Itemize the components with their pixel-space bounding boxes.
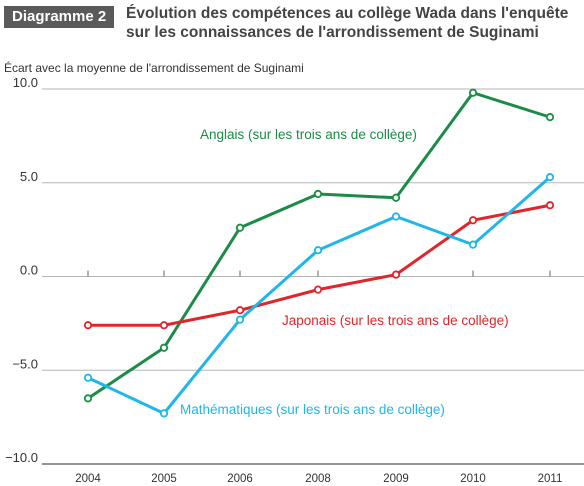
y-tick-label: 0.0 [20,263,38,278]
data-point [545,173,555,182]
series-label: Japonais (sur les trois ans de collège) [282,313,509,328]
data-point [313,189,323,199]
x-tick-label: 2006 [227,473,253,485]
data-point [313,285,323,294]
data-point [313,246,323,255]
data-point [83,373,93,382]
x-tick-label: 2010 [460,473,486,485]
data-point [391,193,401,202]
data-point [391,212,401,221]
data-point [235,306,245,315]
series-line [87,175,551,415]
data-point [83,394,93,403]
data-point [159,343,169,352]
y-tick-label: −10.0 [5,450,38,465]
series-labels: Anglais (sur les trois ans de collège) Ja… [180,127,509,417]
y-tick-label: 5.0 [20,169,38,184]
grid-lines [42,88,584,465]
x-tick-label: 2004 [75,473,101,485]
data-point [468,216,478,225]
data-point [235,315,245,324]
data-point [545,113,555,122]
axes: 10.0 5.0 0.0 −5.0 −10.0 2004 2005 2006 2008 2009 2… [5,75,562,485]
x-tick-label: 2008 [305,473,331,485]
data-point [545,201,555,210]
y-tick-label: 10.0 [13,75,38,90]
data-point [391,270,401,279]
x-tick-label: 2009 [383,473,409,485]
data-point [468,240,478,249]
series-line [88,203,551,327]
series-label: Anglais (sur les trois ans de collège) [200,127,417,142]
data-point [235,223,245,232]
x-tick-label: 2011 [538,473,563,485]
series-label: Mathématiques (sur les trois ans de coll… [180,402,445,417]
data-point [83,321,93,330]
data-point [159,409,169,418]
data-point [159,321,169,330]
figure-title: Évolution des compétences au collège Wad… [126,5,569,41]
figure-tag: Diagramme 2 [4,6,115,28]
data-point [468,88,478,97]
x-tick-label: 2005 [151,473,177,485]
series-lines [83,88,555,418]
y-tick-label: −5.0 [12,356,38,371]
y-axis-label: Écart avec la moyenne de l'arrondissemen… [4,61,304,75]
